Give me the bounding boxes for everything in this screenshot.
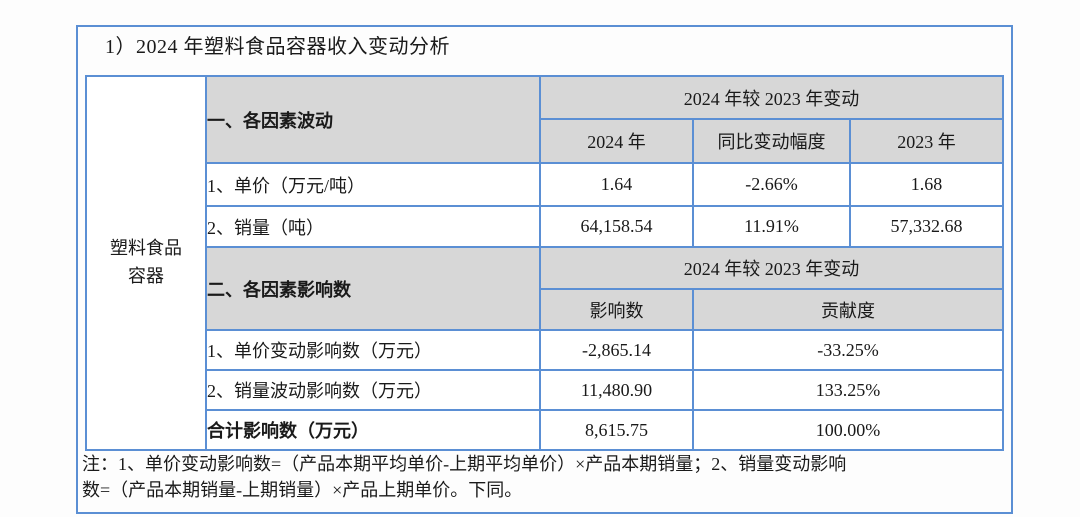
price-impact-contribution: -33.25% <box>692 329 1004 371</box>
col-header-2023: 2023 年 <box>849 118 1004 164</box>
unit-price-yoy: -2.66% <box>692 162 851 207</box>
table-row: 1、单价（万元/吨） 1.64 -2.66% 1.68 <box>86 162 1004 207</box>
footnote-line-1: 注：1、单价变动影响数=（产品本期平均单价-上期平均单价）×产品本期销量；2、销… <box>82 454 847 474</box>
row-sales-volume-label: 2、销量（吨） <box>205 205 541 248</box>
section1-header-cell: 一、各因素波动 <box>205 75 541 164</box>
section2-header-cell: 二、各因素影响数 <box>205 246 541 331</box>
col-header-2024: 2024 年 <box>539 118 694 164</box>
footnote-line-2: 数=（产品本期销量-上期销量）×产品上期单价。下同。 <box>82 480 523 500</box>
volume-impact-contribution: 133.25% <box>692 369 1004 411</box>
product-cell: 塑料食品容器 <box>85 75 207 451</box>
section-title: 1）2024 年塑料食品容器收入变动分析 <box>105 36 450 58</box>
unit-price-2024: 1.64 <box>539 162 694 207</box>
table-row: 2、销量波动影响数（万元） 11,480.90 133.25% <box>86 369 1004 411</box>
row-unit-price-label: 1、单价（万元/吨） <box>205 162 541 207</box>
row-price-impact-label: 1、单价变动影响数（万元） <box>205 329 541 371</box>
table-row: 合计影响数（万元） 8,615.75 100.00% <box>86 409 1004 451</box>
sales-volume-2023: 57,332.68 <box>849 205 1004 248</box>
col-header-impact: 影响数 <box>539 288 694 331</box>
revenue-change-table: 塑料食品容器 一、各因素波动 2024 年较 2023 年变动 2024 年 同… <box>85 75 1004 451</box>
volume-impact-value: 11,480.90 <box>539 369 694 411</box>
row-total-impact-label: 合计影响数（万元） <box>205 409 541 451</box>
section1-span-header: 2024 年较 2023 年变动 <box>539 75 1004 120</box>
table-row: 塑料食品容器 一、各因素波动 2024 年较 2023 年变动 <box>85 75 1004 451</box>
table-row: 2024 年 同比变动幅度 2023 年 <box>86 118 1004 164</box>
price-impact-value: -2,865.14 <box>539 329 694 371</box>
table-row: 2、销量（吨） 64,158.54 11.91% 57,332.68 <box>86 205 1004 248</box>
product-name: 塑料食品容器 <box>109 238 182 286</box>
sales-volume-yoy: 11.91% <box>692 205 851 248</box>
unit-price-2023: 1.68 <box>849 162 1004 207</box>
table-row: 二、各因素影响数 2024 年较 2023 年变动 <box>86 246 1004 331</box>
table-row: 影响数 贡献度 <box>86 288 1004 331</box>
sales-volume-2024: 64,158.54 <box>539 205 694 248</box>
footnote: 注：1、单价变动影响数=（产品本期平均单价-上期平均单价）×产品本期销量；2、销… <box>82 451 1010 503</box>
row-volume-impact-label: 2、销量波动影响数（万元） <box>205 369 541 411</box>
section2-span-header: 2024 年较 2023 年变动 <box>539 246 1004 290</box>
total-impact-contribution: 100.00% <box>692 409 1004 451</box>
col-header-contribution: 贡献度 <box>692 288 1004 331</box>
table-row: 1、单价变动影响数（万元） -2,865.14 -33.25% <box>86 329 1004 371</box>
total-impact-value: 8,615.75 <box>539 409 694 451</box>
col-header-yoy: 同比变动幅度 <box>692 118 851 164</box>
